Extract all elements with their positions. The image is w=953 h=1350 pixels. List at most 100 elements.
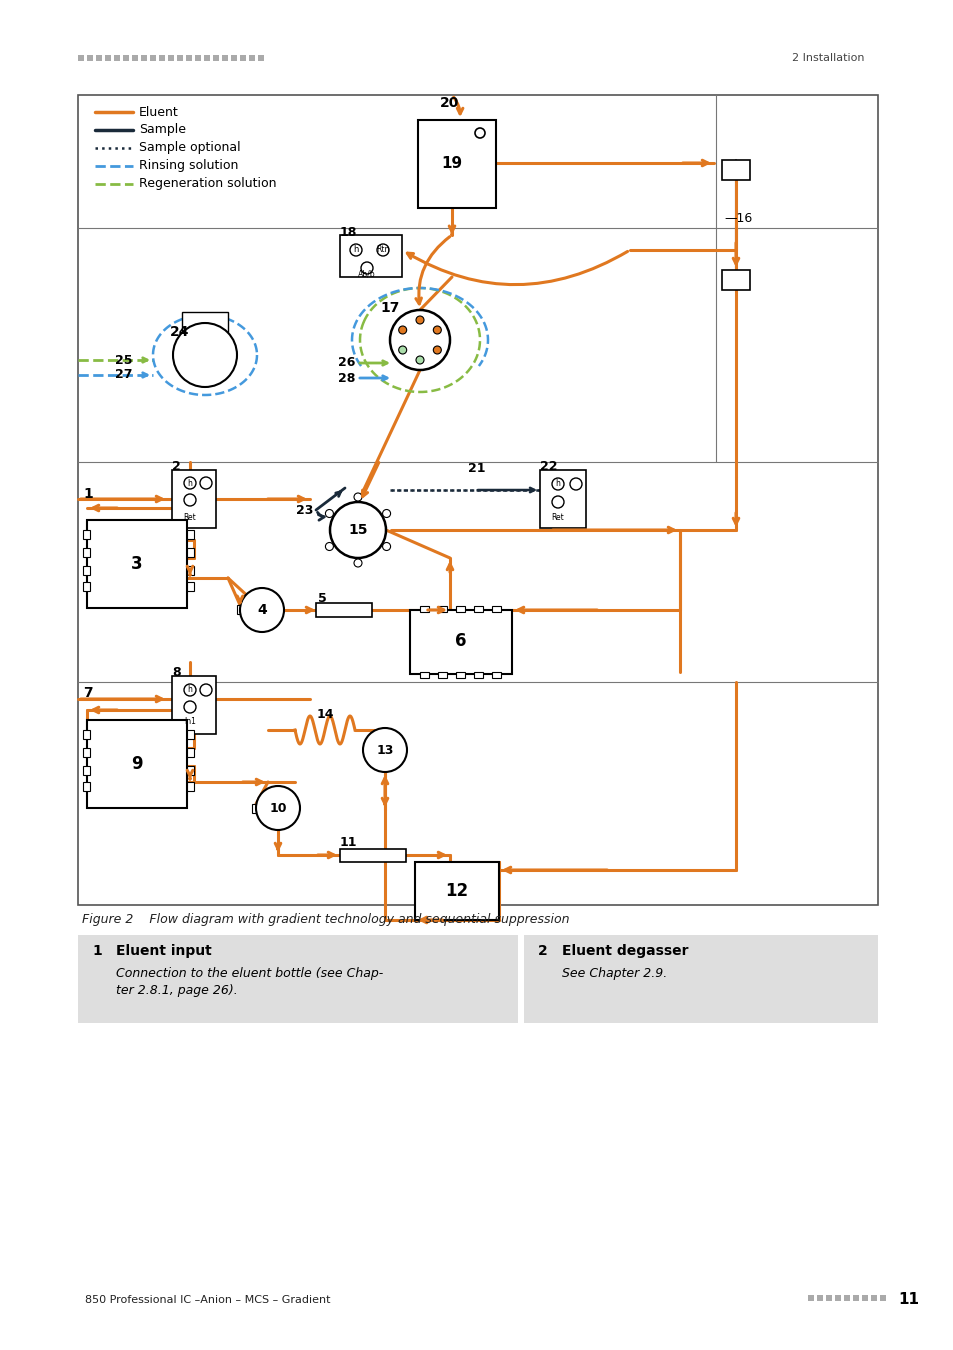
Text: 17: 17 xyxy=(380,301,399,315)
Text: 4: 4 xyxy=(257,603,267,617)
Bar xyxy=(437,672,447,678)
Text: h: h xyxy=(555,479,559,489)
Circle shape xyxy=(416,356,423,365)
Text: 12: 12 xyxy=(445,882,468,900)
Circle shape xyxy=(433,346,441,354)
Bar xyxy=(83,782,90,791)
Bar xyxy=(231,55,236,61)
Bar xyxy=(87,55,92,61)
Circle shape xyxy=(390,310,450,370)
Bar xyxy=(83,748,90,757)
Bar xyxy=(187,730,193,738)
Text: 19: 19 xyxy=(441,155,462,170)
Bar xyxy=(492,606,500,612)
Bar xyxy=(721,270,749,290)
Bar xyxy=(539,470,585,528)
Circle shape xyxy=(240,589,284,632)
Text: 3: 3 xyxy=(132,555,143,572)
Text: Sample optional: Sample optional xyxy=(139,142,240,154)
Bar xyxy=(852,1295,858,1301)
Circle shape xyxy=(398,325,406,333)
Text: 7: 7 xyxy=(83,686,92,701)
Circle shape xyxy=(200,477,212,489)
Text: Sample: Sample xyxy=(139,123,186,136)
Bar xyxy=(87,520,187,608)
Bar xyxy=(816,1295,822,1301)
Bar xyxy=(168,55,173,61)
Bar xyxy=(492,672,500,678)
Bar xyxy=(187,748,193,757)
Bar xyxy=(83,566,90,575)
Bar xyxy=(182,312,228,332)
Circle shape xyxy=(382,543,390,551)
Bar xyxy=(141,55,147,61)
Text: Eluent input: Eluent input xyxy=(116,944,212,958)
Bar xyxy=(83,582,90,591)
Bar xyxy=(222,55,228,61)
Circle shape xyxy=(184,477,195,489)
Bar xyxy=(240,55,246,61)
Text: Rinsing solution: Rinsing solution xyxy=(139,159,238,173)
Text: 26: 26 xyxy=(337,356,355,370)
Text: 11: 11 xyxy=(339,837,357,849)
Text: 14: 14 xyxy=(315,709,334,721)
Text: Ab/b: Ab/b xyxy=(357,270,375,278)
Bar xyxy=(194,55,201,61)
Text: Eluent degasser: Eluent degasser xyxy=(561,944,688,958)
Circle shape xyxy=(325,509,333,517)
Circle shape xyxy=(255,786,299,830)
Text: 5: 5 xyxy=(317,591,327,605)
Bar xyxy=(417,120,496,208)
Bar xyxy=(410,610,512,674)
Bar xyxy=(150,55,156,61)
Text: h: h xyxy=(188,686,193,694)
Circle shape xyxy=(350,244,361,256)
Bar xyxy=(123,55,129,61)
Text: 23: 23 xyxy=(295,504,313,517)
Bar xyxy=(339,849,406,863)
Text: 13: 13 xyxy=(375,744,394,756)
Bar xyxy=(177,55,183,61)
Text: 8: 8 xyxy=(172,666,180,679)
Text: 850 Professional IC –Anion – MCS – Gradient: 850 Professional IC –Anion – MCS – Gradi… xyxy=(85,1295,330,1305)
Circle shape xyxy=(569,478,581,490)
Text: 2: 2 xyxy=(537,944,547,958)
Text: Regeneration solution: Regeneration solution xyxy=(139,177,276,190)
Bar xyxy=(415,863,498,919)
Bar xyxy=(807,1295,813,1301)
Bar xyxy=(78,936,517,1023)
Circle shape xyxy=(172,323,236,387)
Bar xyxy=(159,55,165,61)
Bar xyxy=(474,606,482,612)
Text: Ret: Ret xyxy=(551,513,564,522)
Text: Connection to the eluent bottle (see Chap-
ter 2.8.1, page 26).: Connection to the eluent bottle (see Cha… xyxy=(116,967,383,998)
Circle shape xyxy=(354,493,361,501)
Bar xyxy=(187,566,193,575)
Bar xyxy=(523,936,877,1023)
Bar xyxy=(721,161,749,180)
Text: 1: 1 xyxy=(91,944,102,958)
Text: 10: 10 xyxy=(269,802,287,814)
Text: 2 Installation: 2 Installation xyxy=(792,53,864,63)
Bar xyxy=(187,582,193,591)
Bar xyxy=(419,672,429,678)
Bar xyxy=(879,1295,885,1301)
Bar xyxy=(315,603,372,617)
Text: See Chapter 2.9.: See Chapter 2.9. xyxy=(561,967,666,980)
Bar xyxy=(172,676,215,734)
Bar xyxy=(474,672,482,678)
Bar xyxy=(187,782,193,791)
Bar xyxy=(132,55,138,61)
Bar xyxy=(172,470,215,528)
Text: 11: 11 xyxy=(897,1292,918,1308)
Bar xyxy=(456,672,464,678)
Bar xyxy=(204,55,210,61)
Text: 6: 6 xyxy=(455,632,466,649)
Text: Ret: Ret xyxy=(183,513,196,522)
Bar xyxy=(83,730,90,738)
Circle shape xyxy=(184,701,195,713)
Circle shape xyxy=(398,346,406,354)
Text: 20: 20 xyxy=(440,96,459,109)
Circle shape xyxy=(416,316,423,324)
Text: 15: 15 xyxy=(348,522,367,537)
